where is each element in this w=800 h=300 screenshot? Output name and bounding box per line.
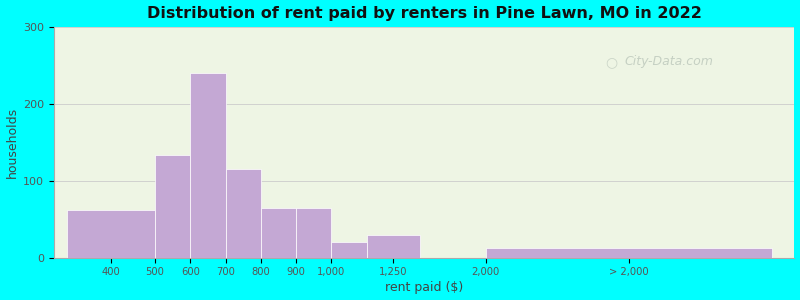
Bar [226, 169, 261, 258]
Bar [366, 235, 419, 258]
Text: City-Data.com: City-Data.com [624, 55, 713, 68]
Bar [190, 73, 226, 258]
Text: ○: ○ [606, 55, 618, 69]
Bar [331, 242, 366, 258]
Bar [66, 210, 155, 258]
X-axis label: rent paid ($): rent paid ($) [385, 281, 463, 294]
Title: Distribution of rent paid by renters in Pine Lawn, MO in 2022: Distribution of rent paid by renters in … [146, 6, 702, 21]
Bar [296, 208, 331, 258]
Bar [486, 248, 772, 258]
Bar [261, 208, 296, 258]
Bar [155, 155, 190, 258]
Y-axis label: households: households [6, 107, 18, 178]
